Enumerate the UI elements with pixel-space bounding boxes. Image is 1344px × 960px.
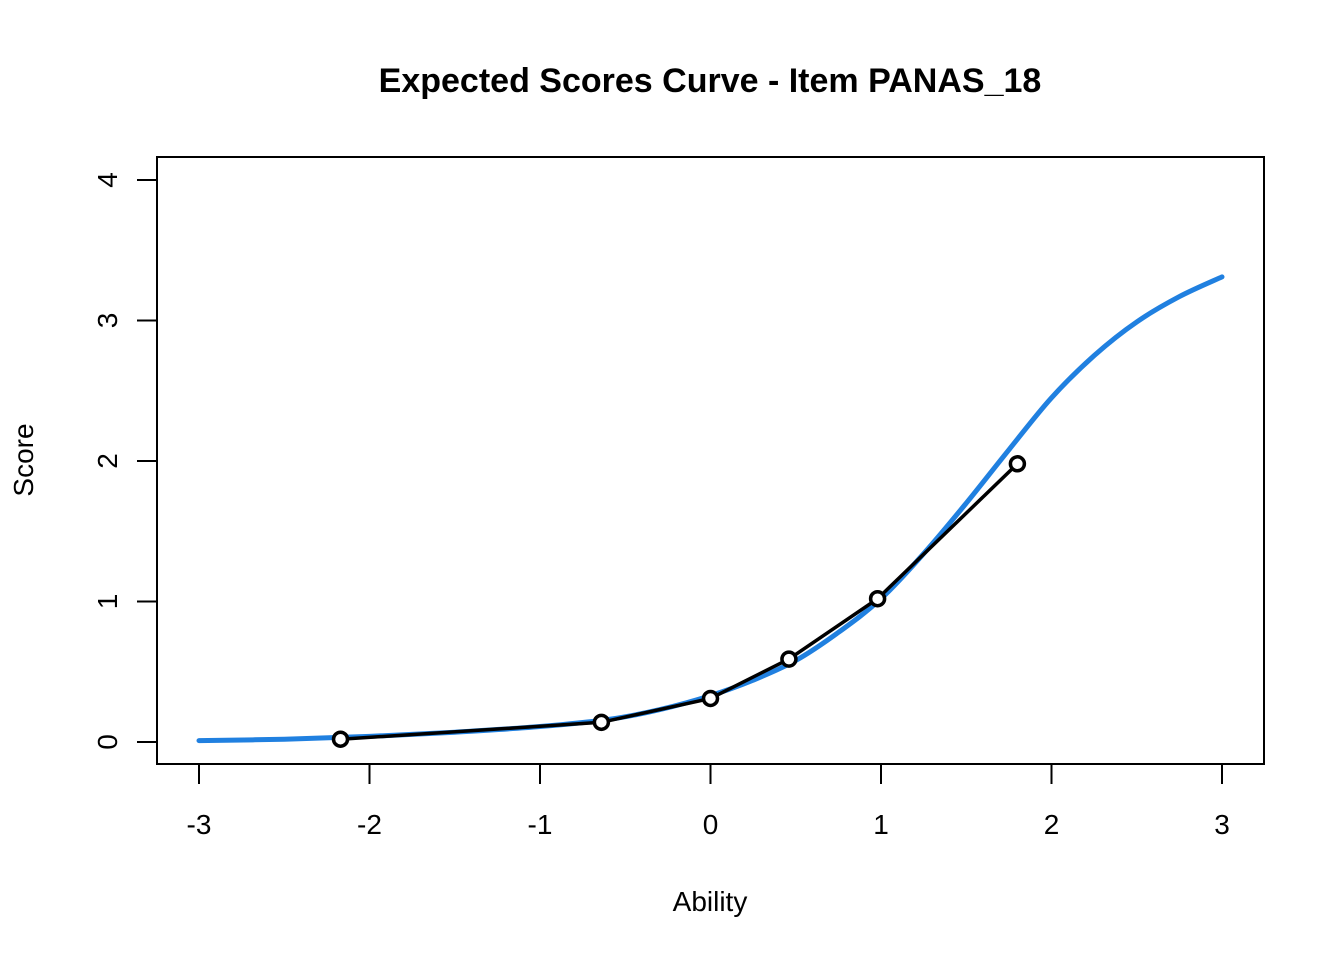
observed-score-point xyxy=(868,589,887,608)
observed-score-point xyxy=(331,730,350,748)
y-tick-label: 4 xyxy=(92,172,123,188)
y-axis: 0 1 2 3 4 xyxy=(92,172,158,750)
x-tick-label: 0 xyxy=(703,809,719,840)
x-tick-label: -1 xyxy=(528,809,553,840)
x-tick-label: -3 xyxy=(187,809,212,840)
y-tick-label: 0 xyxy=(92,734,123,750)
x-axis: -3 -2 -1 0 1 2 3 xyxy=(187,763,1230,840)
observed-score-point xyxy=(1008,455,1027,473)
x-axis-label: Ability xyxy=(673,886,748,917)
y-axis-label: Score xyxy=(8,423,39,496)
observed-score-point xyxy=(592,713,611,732)
x-tick-label: 3 xyxy=(1214,809,1230,840)
observed-score-line xyxy=(340,462,1019,741)
plot-frame xyxy=(156,156,1265,765)
series-layer xyxy=(196,274,1225,748)
y-tick-label: 2 xyxy=(92,453,123,469)
x-tick-label: 2 xyxy=(1044,809,1060,840)
x-tick-label: 1 xyxy=(873,809,889,840)
y-tick-label: 3 xyxy=(92,313,123,329)
observed-score-point xyxy=(780,650,798,668)
y-tick-label: 1 xyxy=(92,594,123,610)
chart-title: Expected Scores Curve - Item PANAS_18 xyxy=(379,62,1042,100)
observed-score-point xyxy=(701,689,720,708)
expected-score-curve xyxy=(196,274,1225,744)
x-tick-label: -2 xyxy=(357,809,382,840)
